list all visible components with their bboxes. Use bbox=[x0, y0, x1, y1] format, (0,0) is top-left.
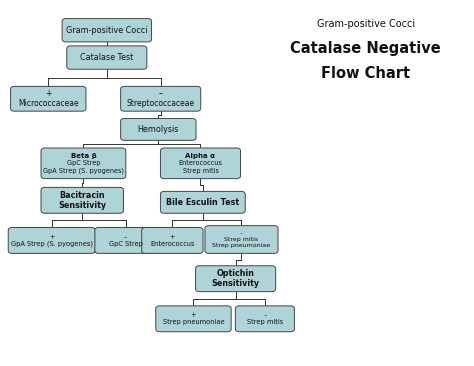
FancyBboxPatch shape bbox=[161, 191, 245, 213]
Text: Gram-positive Cocci: Gram-positive Cocci bbox=[66, 26, 147, 35]
FancyBboxPatch shape bbox=[121, 119, 196, 140]
FancyBboxPatch shape bbox=[236, 306, 294, 332]
Text: Catalase Negative: Catalase Negative bbox=[290, 41, 441, 56]
Text: GpC Strep: GpC Strep bbox=[67, 160, 100, 166]
Text: –
Strep mitis
Strep pneumoniae: – Strep mitis Strep pneumoniae bbox=[212, 231, 271, 248]
Text: –
GpC Strep: – GpC Strep bbox=[109, 234, 143, 247]
Text: Bacitracin
Sensitivity: Bacitracin Sensitivity bbox=[58, 191, 106, 210]
FancyBboxPatch shape bbox=[121, 86, 201, 111]
Text: Bile Esculin Test: Bile Esculin Test bbox=[166, 198, 239, 207]
Text: +
Enterococcus: + Enterococcus bbox=[150, 234, 195, 247]
Text: Enterococcus: Enterococcus bbox=[179, 160, 222, 166]
Text: GpA Strep (S. pyogenes): GpA Strep (S. pyogenes) bbox=[43, 168, 124, 174]
Text: Hemolysis: Hemolysis bbox=[137, 125, 179, 134]
FancyBboxPatch shape bbox=[41, 148, 126, 179]
FancyBboxPatch shape bbox=[205, 226, 278, 253]
Text: +
GpA Strep (S. pyogenes): + GpA Strep (S. pyogenes) bbox=[11, 234, 93, 247]
Text: +
Micrococcaceae: + Micrococcaceae bbox=[18, 89, 79, 108]
Text: +
Strep pneumoniae: + Strep pneumoniae bbox=[163, 312, 224, 325]
FancyBboxPatch shape bbox=[156, 306, 231, 332]
Text: Flow Chart: Flow Chart bbox=[321, 66, 410, 81]
FancyBboxPatch shape bbox=[142, 228, 203, 253]
FancyBboxPatch shape bbox=[62, 19, 152, 42]
FancyBboxPatch shape bbox=[41, 187, 123, 213]
Text: Beta β: Beta β bbox=[71, 153, 96, 159]
Text: –
Strep mitis: – Strep mitis bbox=[247, 312, 283, 325]
FancyBboxPatch shape bbox=[8, 228, 95, 253]
FancyBboxPatch shape bbox=[161, 148, 240, 179]
Text: Gram-positive Cocci: Gram-positive Cocci bbox=[317, 19, 415, 29]
FancyBboxPatch shape bbox=[67, 46, 147, 69]
Text: Alpha α: Alpha α bbox=[185, 153, 216, 159]
FancyBboxPatch shape bbox=[10, 86, 86, 111]
Text: Optichin
Sensitivity: Optichin Sensitivity bbox=[211, 269, 260, 288]
Text: –
Streptococcaceae: – Streptococcaceae bbox=[127, 89, 195, 108]
Text: Catalase Test: Catalase Test bbox=[80, 53, 134, 62]
Text: Strep mitis: Strep mitis bbox=[182, 168, 219, 174]
FancyBboxPatch shape bbox=[196, 266, 276, 292]
FancyBboxPatch shape bbox=[95, 228, 156, 253]
